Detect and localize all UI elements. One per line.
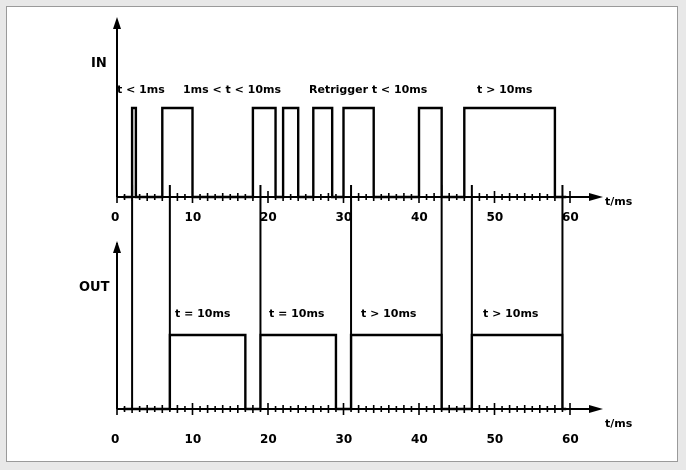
annotation-retrigger: Retrigger t < 10ms <box>309 83 428 96</box>
in-tick-label: 10 <box>185 210 202 224</box>
in-tick-label: 20 <box>260 210 277 224</box>
in-x-ticks: 0 10 20 30 40 50 60 <box>111 191 579 224</box>
out-tick-label: 20 <box>260 432 277 446</box>
in-tick-label: 0 <box>111 210 119 224</box>
out-tick-label: 10 <box>185 432 202 446</box>
in-tick-label: 50 <box>487 210 504 224</box>
out-tick-label: 50 <box>487 432 504 446</box>
out-tick-label: 40 <box>411 432 428 446</box>
in-signal-trace <box>123 106 567 199</box>
in-tick-label: 60 <box>562 210 579 224</box>
out-tick-label: 60 <box>562 432 579 446</box>
annotation-out-1: t = 10ms <box>175 307 231 320</box>
out-tick-label: 30 <box>336 432 353 446</box>
annotation-out-2: t = 10ms <box>269 307 325 320</box>
out-x-axis-arrow <box>589 405 603 413</box>
diagram-frame: 0 10 20 30 40 50 60 0 10 20 30 40 50 60 IN OUT t/ms … <box>6 6 678 462</box>
out-signal-trace <box>123 333 567 411</box>
timing-diagram: 0 10 20 30 40 50 60 0 10 20 30 40 50 60 IN OUT t/ms … <box>79 17 633 446</box>
in-tick-label: 40 <box>411 210 428 224</box>
out-tick-label: 0 <box>111 432 119 446</box>
sync-lines <box>131 185 564 409</box>
in-y-axis-arrow <box>113 17 121 29</box>
annotation-out-4: t > 10ms <box>483 307 539 320</box>
out-axis-label: OUT <box>79 280 110 295</box>
out-time-unit: t/ms <box>605 417 633 430</box>
in-axis-label: IN <box>91 56 107 71</box>
annotation-out-3: t > 10ms <box>361 307 417 320</box>
annotation-pulse-long: t > 10ms <box>477 83 533 96</box>
annotation-pulse-short: t < 1ms <box>117 83 165 96</box>
in-x-axis-arrow <box>589 193 603 201</box>
in-time-unit: t/ms <box>605 195 633 208</box>
out-y-axis-arrow <box>113 241 121 253</box>
in-tick-label: 30 <box>336 210 353 224</box>
annotation-pulse-medium: 1ms < t < 10ms <box>183 83 281 96</box>
